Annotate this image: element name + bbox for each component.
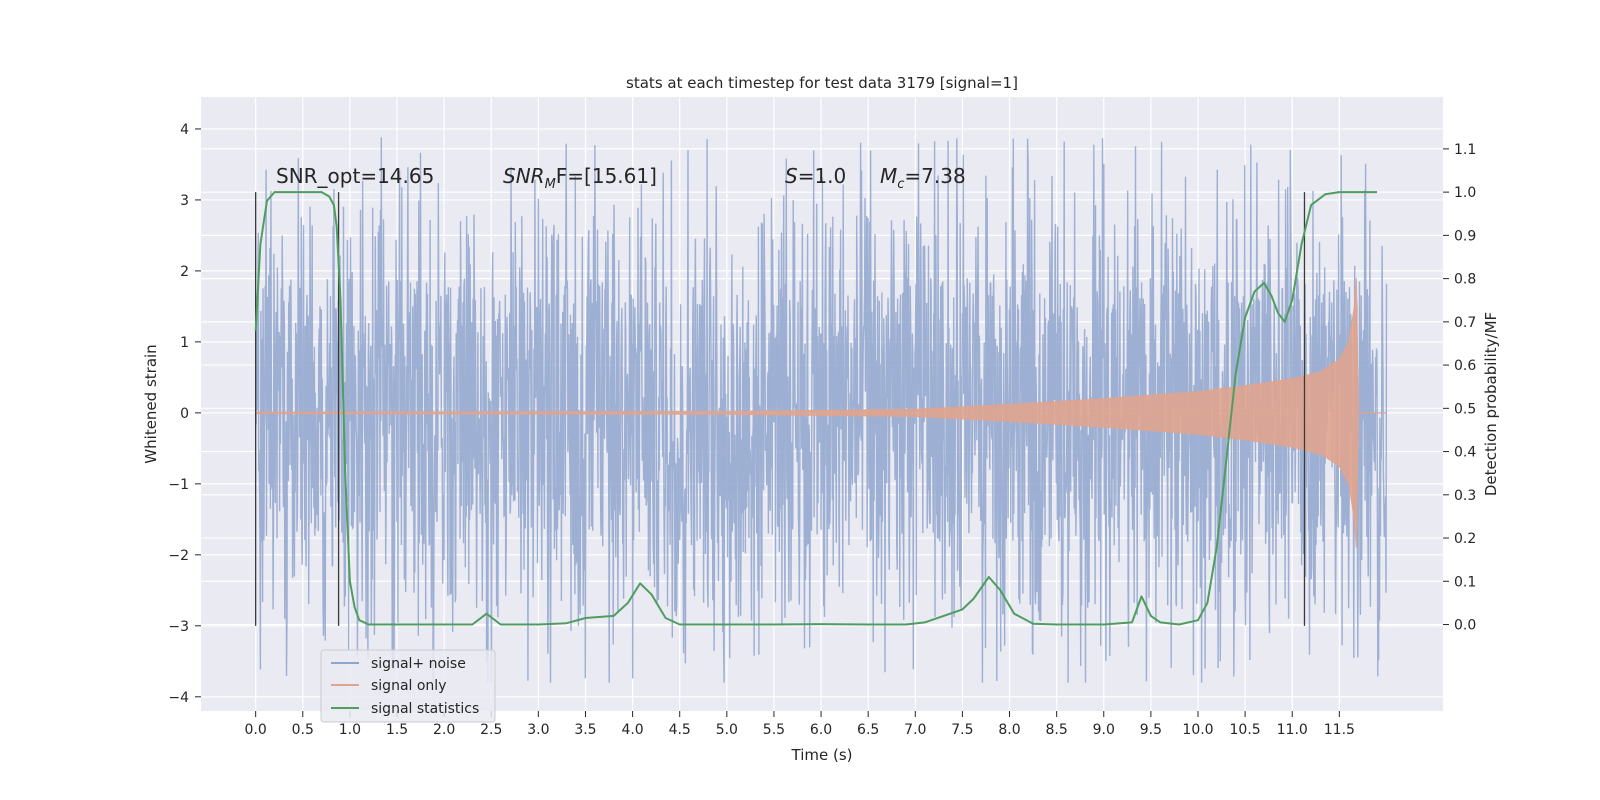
y-right-tick-label: 0.8 xyxy=(1454,272,1476,288)
signal-noise-series xyxy=(255,137,1388,683)
x-tick-label: 1.0 xyxy=(339,722,361,738)
y-right-tick-label: 0.0 xyxy=(1454,618,1476,634)
y-right-tick-label: 0.1 xyxy=(1454,574,1476,590)
y-right-tick-labels: 0.0 0.1 0.2 0.3 0.4 0.5 0.6 0.7 0.8 0.9 1.0 1.1 xyxy=(1443,142,1476,634)
annotation-snr-mf-main: SNR xyxy=(503,164,545,188)
annotation-mc-sub: c xyxy=(897,177,904,192)
annotation-s: S=1.0 xyxy=(785,164,846,188)
legend: signal+ noise signal only signal statist… xyxy=(320,649,496,723)
y-tick-label: 4 xyxy=(180,122,189,138)
x-tick-label: 0.0 xyxy=(245,722,267,738)
y-right-tick-label: 1.0 xyxy=(1454,185,1476,201)
x-tick-label: 11.0 xyxy=(1277,722,1308,738)
x-tick-label: 10.5 xyxy=(1230,722,1261,738)
x-tick-label: 8.0 xyxy=(998,722,1020,738)
y-axis-title: Whitened strain xyxy=(142,344,160,463)
x-tick-label: 8.5 xyxy=(1046,722,1068,738)
x-tick-label: 3.0 xyxy=(527,722,549,738)
x-tick-label: 4.5 xyxy=(669,722,691,738)
x-tick-label: 6.5 xyxy=(857,722,879,738)
chart-title: stats at each timestep for test data 317… xyxy=(626,74,1018,92)
annotation-mc-rest: =7.38 xyxy=(904,164,965,188)
y-tick-label: 1 xyxy=(180,335,189,351)
x-tick-label: 1.5 xyxy=(386,722,408,738)
y-right-tick-label: 0.5 xyxy=(1454,401,1476,417)
signal-only-series xyxy=(255,277,1387,548)
y-right-tick-label: 1.1 xyxy=(1454,142,1476,158)
y-right-axis-title: Detection probability/MF xyxy=(1482,312,1500,496)
x-tick-label: 5.0 xyxy=(716,722,738,738)
x-tick-label: 9.0 xyxy=(1093,722,1115,738)
annotation-row: SNR_opt=14.65 SNRMF=[15.61] S=1.0 Mc=7.3… xyxy=(276,164,966,192)
y-tick-label: 0 xyxy=(180,406,189,422)
annotation-snr-mf-sub: M xyxy=(545,177,556,192)
annotation-s-main: S xyxy=(785,164,798,188)
y-tick-label: −1 xyxy=(168,477,189,493)
annotation-mc: Mc=7.38 xyxy=(880,164,966,192)
signal-statistics-series xyxy=(254,191,1377,626)
annotation-snr-mf-rest: F=[15.61] xyxy=(556,164,657,188)
annotation-snr-mf: SNRMF=[15.61] xyxy=(503,164,657,192)
signal-noise-trace xyxy=(255,137,1388,683)
legend-label-signal-only: signal only xyxy=(371,678,446,694)
x-tick-label: 6.0 xyxy=(810,722,832,738)
x-tick-label: 0.5 xyxy=(292,722,314,738)
x-tick-label: 11.5 xyxy=(1324,722,1355,738)
x-tick-label: 3.5 xyxy=(574,722,596,738)
annotation-mc-main: M xyxy=(880,164,897,188)
y-tick-labels: −4 −3 −2 −1 0 1 2 3 4 xyxy=(168,122,201,706)
y-right-tick-label: 0.7 xyxy=(1454,315,1476,331)
x-tick-label: 4.0 xyxy=(621,722,643,738)
legend-box xyxy=(320,649,496,723)
x-tick-label: 2.0 xyxy=(433,722,455,738)
x-axis-title: Time (s) xyxy=(791,746,853,764)
y-right-tick-label: 0.2 xyxy=(1454,531,1476,547)
legend-label-signal-noise: signal+ noise xyxy=(371,656,466,672)
y-tick-label: 3 xyxy=(180,193,189,209)
signal-only-band xyxy=(255,277,1359,548)
annotation-s-rest: =1.0 xyxy=(798,164,847,188)
x-tick-label: 10.0 xyxy=(1182,722,1213,738)
y-right-tick-label: 0.4 xyxy=(1454,445,1476,461)
y-tick-label: −4 xyxy=(168,690,189,706)
y-tick-label: −2 xyxy=(168,548,189,564)
annotation-snr-opt: SNR_opt=14.65 xyxy=(276,164,434,188)
x-tick-label: 2.5 xyxy=(480,722,502,738)
signal-statistics-line xyxy=(254,191,1377,626)
x-tick-labels: 0.0 0.5 1.0 1.5 2.0 2.5 3.0 3.5 4.0 4.5 5.0 5.5 6.0 6… xyxy=(245,711,1355,738)
y-tick-label: −3 xyxy=(168,619,189,635)
x-tick-label: 9.5 xyxy=(1140,722,1162,738)
y-right-tick-label: 0.9 xyxy=(1454,228,1476,244)
y-tick-label: 2 xyxy=(180,264,189,280)
x-tick-label: 5.5 xyxy=(763,722,785,738)
legend-label-signal-statistics: signal statistics xyxy=(371,701,479,717)
x-tick-label: 7.0 xyxy=(904,722,926,738)
y-right-tick-label: 0.3 xyxy=(1454,488,1476,504)
y-right-tick-label: 0.6 xyxy=(1454,358,1476,374)
x-tick-label: 7.5 xyxy=(951,722,973,738)
